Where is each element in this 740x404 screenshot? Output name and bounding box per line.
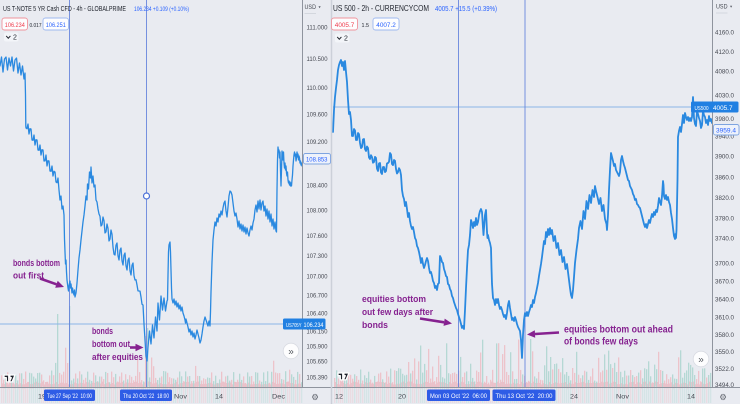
svg-text:US 500 - 2h - CURRENCYCOM: US 500 - 2h - CURRENCYCOM — [333, 4, 429, 13]
svg-text:3494.0: 3494.0 — [715, 382, 734, 389]
svg-text:19: 19 — [38, 394, 46, 401]
svg-text:Mon 03 Oct '22 06:00: Mon 03 Oct '22 06:00 — [430, 393, 488, 400]
svg-text:3550.0: 3550.0 — [715, 349, 734, 356]
svg-text:105.650: 105.650 — [307, 358, 328, 365]
svg-text:4080.0: 4080.0 — [715, 68, 734, 75]
svg-text:3900.0: 3900.0 — [715, 153, 734, 160]
svg-text:3780.0: 3780.0 — [715, 215, 734, 222]
svg-text:106.251: 106.251 — [46, 22, 66, 29]
svg-text:110.000: 110.000 — [307, 85, 328, 92]
svg-text:»: » — [698, 355, 704, 366]
svg-text:3860.0: 3860.0 — [715, 174, 734, 181]
svg-text:107.600: 107.600 — [307, 233, 328, 240]
svg-text:3580.0: 3580.0 — [715, 332, 734, 339]
svg-text:2: 2 — [13, 35, 17, 42]
svg-text:3959.4: 3959.4 — [716, 128, 736, 135]
svg-text:3670.0: 3670.0 — [715, 278, 734, 285]
svg-text:20: 20 — [398, 394, 406, 401]
svg-text:106.234 +0.109 (+0.10%): 106.234 +0.109 (+0.10%) — [134, 6, 189, 13]
svg-text:⚙: ⚙ — [719, 392, 727, 402]
svg-text:Thu 20 Oct '22 18:00: Thu 20 Oct '22 18:00 — [123, 393, 169, 400]
svg-text:106.234: 106.234 — [304, 322, 324, 329]
svg-text:bottom out: bottom out — [92, 339, 130, 349]
svg-text:bonds: bonds — [362, 320, 388, 331]
svg-text:107.000: 107.000 — [307, 273, 328, 280]
svg-text:12: 12 — [335, 394, 343, 401]
svg-text:bonds: bonds — [92, 326, 113, 336]
svg-text:2: 2 — [344, 36, 348, 43]
svg-text:USD: USD — [305, 5, 317, 11]
svg-text:US500: US500 — [695, 106, 709, 112]
svg-text:3522.0: 3522.0 — [715, 366, 734, 373]
svg-text:4160.0: 4160.0 — [715, 29, 734, 36]
svg-text:108.400: 108.400 — [307, 182, 328, 189]
svg-text:110.500: 110.500 — [307, 56, 328, 63]
svg-text:0.017: 0.017 — [30, 23, 42, 29]
svg-text:out first: out first — [13, 271, 44, 281]
svg-text:109.600: 109.600 — [307, 111, 328, 118]
svg-text:3740.0: 3740.0 — [715, 235, 734, 242]
svg-text:3640.0: 3640.0 — [715, 296, 734, 303]
svg-text:after equities: after equities — [92, 352, 143, 362]
svg-text:Nov: Nov — [174, 394, 188, 401]
svg-text:14: 14 — [687, 394, 695, 401]
svg-text:105.900: 105.900 — [307, 343, 328, 350]
svg-text:bonds bottom: bonds bottom — [13, 258, 60, 268]
svg-text:108.000: 108.000 — [307, 207, 328, 214]
svg-text:4005.7: 4005.7 — [335, 22, 355, 29]
svg-text:106.700: 106.700 — [307, 292, 328, 299]
svg-text:equities bottom: equities bottom — [362, 294, 426, 305]
svg-text:4120.0: 4120.0 — [715, 49, 734, 56]
svg-text:105.390: 105.390 — [307, 374, 328, 381]
svg-text:106.150: 106.150 — [307, 328, 328, 335]
svg-text:Dec: Dec — [272, 394, 286, 401]
svg-text:Tue 27 Sep '22 10:00: Tue 27 Sep '22 10:00 — [47, 393, 92, 400]
svg-text:111.000: 111.000 — [307, 24, 328, 31]
svg-text:US705Y: US705Y — [286, 323, 302, 329]
svg-text:3980.0: 3980.0 — [715, 116, 734, 123]
svg-text:3940.0: 3940.0 — [715, 133, 734, 140]
svg-text:⚙: ⚙ — [311, 392, 319, 402]
svg-text:Nov: Nov — [616, 394, 630, 401]
svg-text:3820.0: 3820.0 — [715, 195, 734, 202]
svg-text:equities bottom out ahead: equities bottom out ahead — [564, 325, 673, 336]
svg-text:US T-NOTE 5 YR Cash CFD - 4h -: US T-NOTE 5 YR Cash CFD - 4h - GLOBALPRI… — [3, 4, 126, 13]
svg-text:109.200: 109.200 — [307, 139, 328, 146]
svg-text:4030.0: 4030.0 — [715, 92, 734, 99]
svg-text:of bonds few days: of bonds few days — [564, 337, 638, 348]
svg-text:1.5: 1.5 — [362, 23, 370, 29]
svg-text:Thu 13 Oct '22 20:00: Thu 13 Oct '22 20:00 — [496, 393, 554, 400]
svg-text:3700.0: 3700.0 — [715, 260, 734, 267]
svg-text:4005.7 +15.5 (+0.39%): 4005.7 +15.5 (+0.39%) — [435, 6, 497, 13]
svg-text:24: 24 — [570, 394, 578, 401]
svg-text:14: 14 — [215, 394, 223, 401]
svg-text:»: » — [288, 347, 294, 358]
svg-text:3610.0: 3610.0 — [715, 314, 734, 321]
svg-text:108.853: 108.853 — [306, 157, 328, 164]
svg-text:106.400: 106.400 — [307, 310, 328, 317]
svg-text:106.234: 106.234 — [5, 22, 25, 29]
svg-text:4005.7: 4005.7 — [713, 105, 733, 112]
svg-text:107.300: 107.300 — [307, 253, 328, 260]
svg-text:USD: USD — [716, 5, 728, 11]
svg-text:4007.2: 4007.2 — [376, 22, 396, 29]
svg-text:out few days after: out few days after — [362, 307, 433, 318]
